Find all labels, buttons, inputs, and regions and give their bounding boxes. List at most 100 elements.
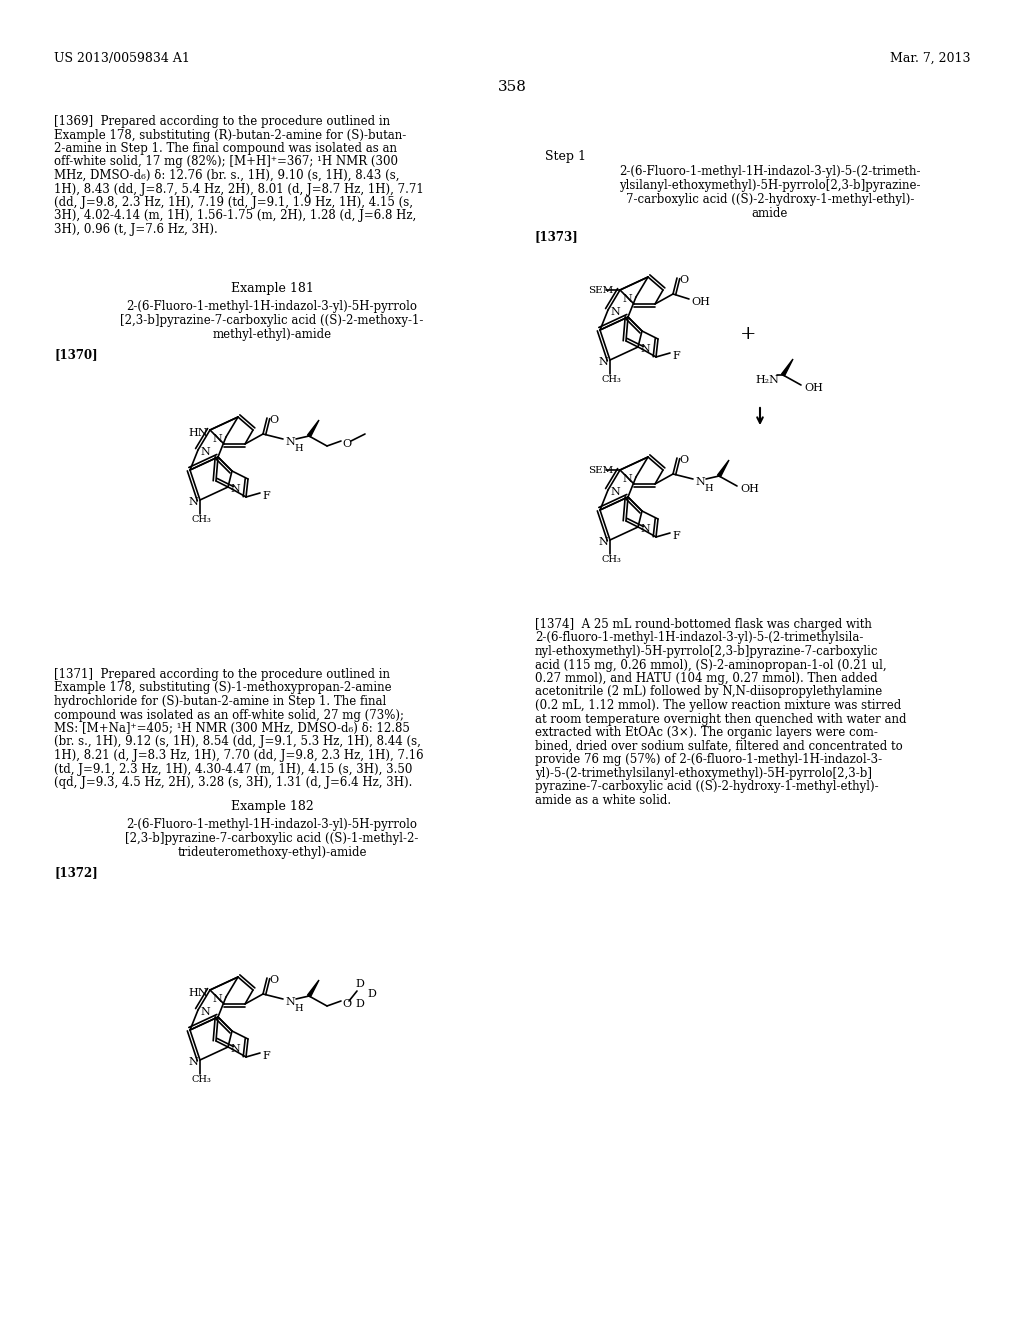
Text: HN: HN	[188, 428, 208, 438]
Text: N: N	[188, 498, 198, 507]
Text: N: N	[285, 437, 295, 447]
Polygon shape	[718, 459, 729, 477]
Text: Step 1: Step 1	[545, 150, 586, 162]
Text: provide 76 mg (57%) of 2-(6-fluoro-1-methyl-1H-indazol-3-: provide 76 mg (57%) of 2-(6-fluoro-1-met…	[535, 752, 882, 766]
Text: H: H	[294, 444, 303, 453]
Text: SEM: SEM	[588, 286, 613, 294]
Text: [1374]  A 25 mL round-bottomed flask was charged with: [1374] A 25 mL round-bottomed flask was …	[535, 618, 871, 631]
Text: N: N	[188, 1057, 198, 1067]
Text: F: F	[262, 1051, 269, 1061]
Text: N: N	[610, 487, 620, 498]
Text: O: O	[342, 440, 351, 449]
Text: 2-(6-fluoro-1-methyl-1H-indazol-3-yl)-5-(2-trimethylsila-: 2-(6-fluoro-1-methyl-1H-indazol-3-yl)-5-…	[535, 631, 863, 644]
Text: N: N	[640, 345, 650, 354]
Text: amide: amide	[752, 207, 788, 220]
Text: amide as a white solid.: amide as a white solid.	[535, 793, 671, 807]
Text: CH₃: CH₃	[602, 375, 622, 384]
Text: extracted with EtOAc (3×). The organic layers were com-: extracted with EtOAc (3×). The organic l…	[535, 726, 878, 739]
Text: O: O	[679, 455, 688, 465]
Text: N: N	[695, 477, 705, 487]
Text: hydrochloride for (S)-butan-2-amine in Step 1. The final: hydrochloride for (S)-butan-2-amine in S…	[54, 696, 386, 708]
Text: MS: [M+Na]⁺=405; ¹H NMR (300 MHz, DMSO-d₆) δ: 12.85: MS: [M+Na]⁺=405; ¹H NMR (300 MHz, DMSO-d…	[54, 722, 410, 735]
Text: Example 181: Example 181	[230, 282, 313, 294]
Text: N: N	[285, 997, 295, 1007]
Text: H: H	[705, 484, 713, 492]
Polygon shape	[781, 359, 793, 376]
Text: 2-(6-Fluoro-1-methyl-1H-indazol-3-yl)-5H-pyrrolo: 2-(6-Fluoro-1-methyl-1H-indazol-3-yl)-5H…	[127, 300, 418, 313]
Text: F: F	[672, 531, 680, 541]
Text: 2-(6-Fluoro-1-methyl-1H-indazol-3-yl)-5-(2-trimeth-: 2-(6-Fluoro-1-methyl-1H-indazol-3-yl)-5-…	[620, 165, 921, 178]
Text: D: D	[367, 989, 376, 999]
Text: Example 182: Example 182	[230, 800, 313, 813]
Text: at room temperature overnight then quenched with water and: at room temperature overnight then quenc…	[535, 713, 906, 726]
Polygon shape	[307, 979, 319, 997]
Text: MHz, DMSO-d₆) δ: 12.76 (br. s., 1H), 9.10 (s, 1H), 8.43 (s,: MHz, DMSO-d₆) δ: 12.76 (br. s., 1H), 9.1…	[54, 169, 399, 182]
Text: US 2013/0059834 A1: US 2013/0059834 A1	[54, 51, 189, 65]
Text: 7-carboxylic acid ((S)-2-hydroxy-1-methyl-ethyl)-: 7-carboxylic acid ((S)-2-hydroxy-1-methy…	[626, 193, 914, 206]
Text: acid (115 mg, 0.26 mmol), (S)-2-aminopropan-1-ol (0.21 ul,: acid (115 mg, 0.26 mmol), (S)-2-aminopro…	[535, 659, 887, 672]
Text: pyrazine-7-carboxylic acid ((S)-2-hydroxy-1-methyl-ethyl)-: pyrazine-7-carboxylic acid ((S)-2-hydrox…	[535, 780, 879, 793]
Text: (td, J=9.1, 2.3 Hz, 1H), 4.30-4.47 (m, 1H), 4.15 (s, 3H), 3.50: (td, J=9.1, 2.3 Hz, 1H), 4.30-4.47 (m, 1…	[54, 763, 413, 776]
Text: compound was isolated as an off-white solid, 27 mg (73%);: compound was isolated as an off-white so…	[54, 709, 404, 722]
Text: O: O	[342, 999, 351, 1008]
Text: 1H), 8.21 (d, J=8.3 Hz, 1H), 7.70 (dd, J=9.8, 2.3 Hz, 1H), 7.16: 1H), 8.21 (d, J=8.3 Hz, 1H), 7.70 (dd, J…	[54, 748, 424, 762]
Text: N: N	[212, 994, 222, 1005]
Text: (qd, J=9.3, 4.5 Hz, 2H), 3.28 (s, 3H), 1.31 (d, J=6.4 Hz, 3H).: (qd, J=9.3, 4.5 Hz, 2H), 3.28 (s, 3H), 1…	[54, 776, 413, 789]
Text: N: N	[640, 524, 650, 535]
Text: N: N	[598, 537, 608, 546]
Text: (0.2 mL, 1.12 mmol). The yellow reaction mixture was stirred: (0.2 mL, 1.12 mmol). The yellow reaction…	[535, 700, 901, 711]
Text: Example 178, substituting (S)-1-methoxypropan-2-amine: Example 178, substituting (S)-1-methoxyp…	[54, 681, 391, 694]
Text: N: N	[230, 484, 240, 494]
Text: 1H), 8.43 (dd, J=8.7, 5.4 Hz, 2H), 8.01 (d, J=8.7 Hz, 1H), 7.71: 1H), 8.43 (dd, J=8.7, 5.4 Hz, 2H), 8.01 …	[54, 182, 424, 195]
Text: methyl-ethyl)-amide: methyl-ethyl)-amide	[212, 327, 332, 341]
Text: nyl-ethoxymethyl)-5H-pyrrolo[2,3-b]pyrazine-7-carboxylic: nyl-ethoxymethyl)-5H-pyrrolo[2,3-b]pyraz…	[535, 645, 879, 657]
Text: F: F	[262, 491, 269, 502]
Text: HN: HN	[188, 987, 208, 998]
Text: [2,3-b]pyrazine-7-carboxylic acid ((S)-2-methoxy-1-: [2,3-b]pyrazine-7-carboxylic acid ((S)-2…	[120, 314, 424, 327]
Text: [2,3-b]pyrazine-7-carboxylic acid ((S)-1-methyl-2-: [2,3-b]pyrazine-7-carboxylic acid ((S)-1…	[125, 832, 419, 845]
Text: [1370]: [1370]	[54, 348, 97, 360]
Text: +: +	[739, 325, 757, 343]
Text: 0.27 mmol), and HATU (104 mg, 0.27 mmol). Then added: 0.27 mmol), and HATU (104 mg, 0.27 mmol)…	[535, 672, 878, 685]
Text: off-white solid, 17 mg (82%); [M+H]⁺=367; ¹H NMR (300: off-white solid, 17 mg (82%); [M+H]⁺=367…	[54, 156, 398, 169]
Text: N: N	[212, 434, 222, 444]
Text: D: D	[355, 999, 364, 1008]
Text: N: N	[200, 1007, 210, 1016]
Text: H: H	[294, 1005, 303, 1012]
Polygon shape	[307, 420, 319, 437]
Text: ylsilanyl-ethoxymethyl)-5H-pyrrolo[2,3-b]pyrazine-: ylsilanyl-ethoxymethyl)-5H-pyrrolo[2,3-b…	[620, 180, 921, 191]
Text: N: N	[230, 1044, 240, 1053]
Text: O: O	[269, 414, 279, 425]
Text: H₂N: H₂N	[755, 375, 779, 385]
Text: N: N	[622, 474, 632, 484]
Text: bined, dried over sodium sulfate, filtered and concentrated to: bined, dried over sodium sulfate, filter…	[535, 739, 903, 752]
Text: 358: 358	[498, 81, 526, 94]
Text: N: N	[598, 356, 608, 367]
Text: (dd, J=9.8, 2.3 Hz, 1H), 7.19 (td, J=9.1, 1.9 Hz, 1H), 4.15 (s,: (dd, J=9.8, 2.3 Hz, 1H), 7.19 (td, J=9.1…	[54, 195, 413, 209]
Text: Example 178, substituting (R)-butan-2-amine for (S)-butan-: Example 178, substituting (R)-butan-2-am…	[54, 128, 407, 141]
Text: OH: OH	[691, 297, 710, 308]
Text: yl)-5-(2-trimethylsilanyl-ethoxymethyl)-5H-pyrrolo[2,3-b]: yl)-5-(2-trimethylsilanyl-ethoxymethyl)-…	[535, 767, 872, 780]
Text: CH₃: CH₃	[193, 515, 212, 524]
Text: Mar. 7, 2013: Mar. 7, 2013	[890, 51, 970, 65]
Text: D: D	[355, 979, 364, 989]
Text: CH₃: CH₃	[602, 554, 622, 564]
Text: F: F	[672, 351, 680, 360]
Text: [1371]  Prepared according to the procedure outlined in: [1371] Prepared according to the procedu…	[54, 668, 390, 681]
Text: acetonitrile (2 mL) followed by N,N-diisopropylethylamine: acetonitrile (2 mL) followed by N,N-diis…	[535, 685, 883, 698]
Text: 2-(6-Fluoro-1-methyl-1H-indazol-3-yl)-5H-pyrrolo: 2-(6-Fluoro-1-methyl-1H-indazol-3-yl)-5H…	[127, 818, 418, 832]
Text: N: N	[610, 308, 620, 317]
Text: OH: OH	[740, 484, 759, 494]
Text: N: N	[622, 294, 632, 304]
Text: 3H), 0.96 (t, J=7.6 Hz, 3H).: 3H), 0.96 (t, J=7.6 Hz, 3H).	[54, 223, 218, 236]
Text: O: O	[269, 975, 279, 985]
Text: 3H), 4.02-4.14 (m, 1H), 1.56-1.75 (m, 2H), 1.28 (d, J=6.8 Hz,: 3H), 4.02-4.14 (m, 1H), 1.56-1.75 (m, 2H…	[54, 210, 416, 223]
Text: (br. s., 1H), 9.12 (s, 1H), 8.54 (dd, J=9.1, 5.3 Hz, 1H), 8.44 (s,: (br. s., 1H), 9.12 (s, 1H), 8.54 (dd, J=…	[54, 735, 421, 748]
Text: 2-amine in Step 1. The final compound was isolated as an: 2-amine in Step 1. The final compound wa…	[54, 143, 397, 154]
Text: [1372]: [1372]	[54, 866, 97, 879]
Text: trideuteromethoxy-ethyl)-amide: trideuteromethoxy-ethyl)-amide	[177, 846, 367, 859]
Text: [1373]: [1373]	[535, 230, 579, 243]
Text: O: O	[679, 275, 688, 285]
Text: SEM: SEM	[588, 466, 613, 475]
Text: N: N	[200, 447, 210, 457]
